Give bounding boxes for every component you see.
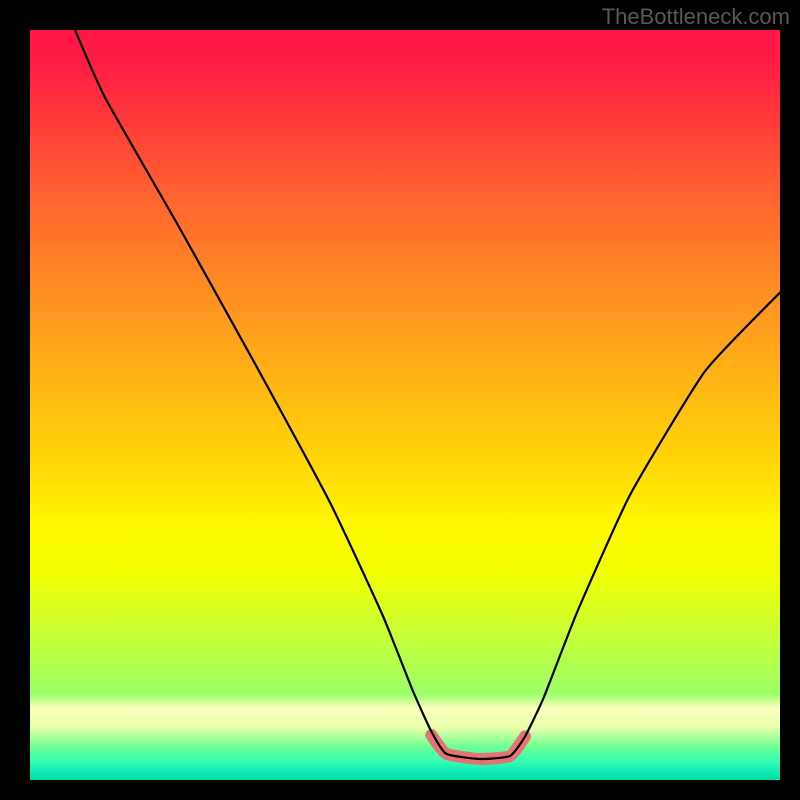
attribution-watermark: TheBottleneck.com (602, 4, 790, 30)
bottleneck-curve-chart (0, 0, 800, 800)
plot-background (30, 30, 780, 780)
chart-frame: TheBottleneck.com (0, 0, 800, 800)
